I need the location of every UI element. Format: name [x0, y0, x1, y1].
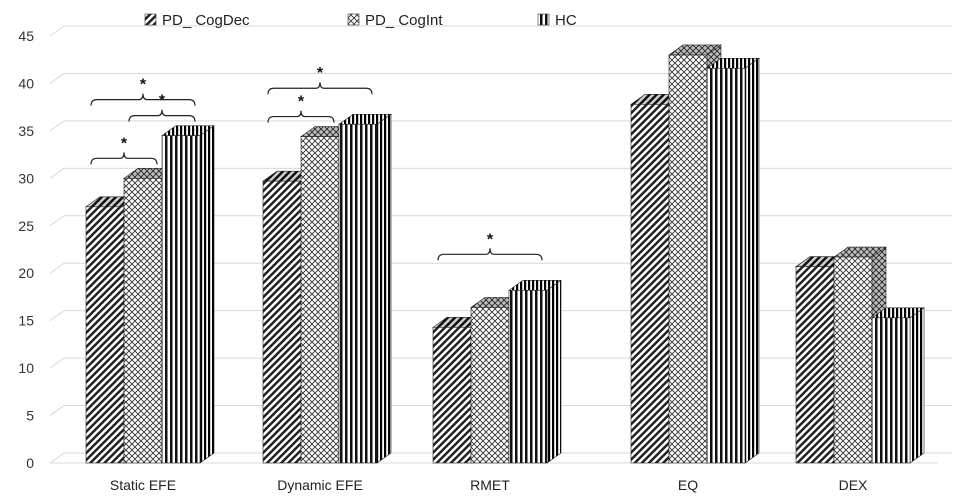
- gridline-stub: [49, 310, 65, 322]
- significance-star: *: [298, 94, 305, 111]
- bar-front: [871, 317, 911, 464]
- legend: PD_ CogDec PD_ CogInt HC: [144, 12, 577, 29]
- legend-swatch: [347, 13, 360, 26]
- y-axis: 0 5 10 15 20 25 30 35 40 45: [18, 28, 34, 471]
- bar-front: [470, 307, 510, 464]
- gridline-stub: [49, 452, 65, 464]
- bar-front: [123, 178, 163, 464]
- significance-star: *: [140, 77, 147, 94]
- y-tick-label: 40: [18, 75, 34, 91]
- legend-label: HC: [555, 12, 577, 29]
- legend-label: PD_ CogDec: [162, 12, 250, 29]
- y-tick-label: 0: [26, 455, 34, 471]
- bar-front: [630, 104, 670, 464]
- bar-front: [795, 266, 835, 464]
- significance-bracket: *: [267, 65, 373, 95]
- y-tick-label: 35: [18, 123, 34, 139]
- legend-swatch: [144, 13, 157, 26]
- y-tick-label: 45: [18, 28, 34, 44]
- y-tick-label: 5: [26, 408, 34, 424]
- significance-bracket: *: [267, 94, 335, 123]
- gridline-stub: [49, 262, 65, 274]
- bar-front: [508, 290, 548, 464]
- y-tick-label: 15: [18, 313, 34, 329]
- y-tick-label: 25: [18, 218, 34, 234]
- bar-front: [338, 123, 378, 464]
- bar-side: [199, 125, 215, 464]
- gridline-stub: [49, 25, 65, 37]
- bar: [508, 279, 562, 464]
- y-tick-label: 30: [18, 170, 34, 186]
- bar-front: [262, 180, 302, 464]
- significance-bracket: *: [128, 93, 196, 122]
- bar-side: [744, 57, 760, 464]
- bracket-line: [437, 248, 543, 261]
- gridline-stub: [49, 167, 65, 179]
- y-tick-label: 10: [18, 360, 34, 376]
- bar-front: [668, 54, 708, 464]
- x-tick-label: EQ: [678, 477, 698, 493]
- bar-front: [833, 256, 873, 464]
- gridline-stub: [49, 120, 65, 132]
- gridline-stub: [49, 73, 65, 84]
- legend-item: HC: [537, 12, 577, 29]
- bar: [871, 307, 925, 464]
- x-tick-label: Dynamic EFE: [277, 477, 363, 493]
- bar-front: [432, 327, 472, 464]
- bar-side: [376, 113, 392, 464]
- bars: [85, 44, 925, 464]
- bracket-line: [267, 82, 373, 95]
- bracket-line: [90, 152, 158, 165]
- bar-front: [85, 206, 125, 464]
- bracket-line: [90, 93, 196, 106]
- legend-item: PD_ CogInt: [347, 12, 443, 29]
- bar-front: [706, 67, 746, 464]
- x-tick-label: RMET: [470, 477, 510, 493]
- bar: [338, 113, 392, 464]
- significance-star: *: [487, 231, 494, 248]
- bar: [706, 57, 760, 464]
- bar-front: [161, 135, 201, 464]
- bar-side: [546, 279, 562, 464]
- x-tick-label: DEX: [839, 477, 868, 493]
- significance-bracket: *: [90, 77, 196, 106]
- significance-star: *: [159, 93, 166, 110]
- bracket-line: [128, 109, 196, 122]
- gridline-stub: [49, 405, 65, 416]
- bar-front: [300, 136, 340, 464]
- bar-side: [909, 307, 925, 464]
- x-tick-label: Static EFE: [110, 477, 176, 493]
- x-axis: Static EFE Dynamic EFE RMET EQ DEX: [110, 477, 868, 493]
- significance-bracket: *: [90, 135, 158, 165]
- legend-label: PD_ CogInt: [365, 12, 443, 29]
- significance-bracket: *: [437, 231, 543, 261]
- gridline-stub: [49, 357, 65, 369]
- y-tick-label: 20: [18, 265, 34, 281]
- bar: [161, 125, 215, 464]
- gridline-stub: [49, 215, 65, 227]
- legend-item: PD_ CogDec: [144, 12, 250, 29]
- legend-swatch: [537, 13, 550, 26]
- significance-star: *: [317, 65, 324, 82]
- significance-star: *: [121, 135, 128, 152]
- significance-brackets: * * * * * *: [90, 65, 543, 261]
